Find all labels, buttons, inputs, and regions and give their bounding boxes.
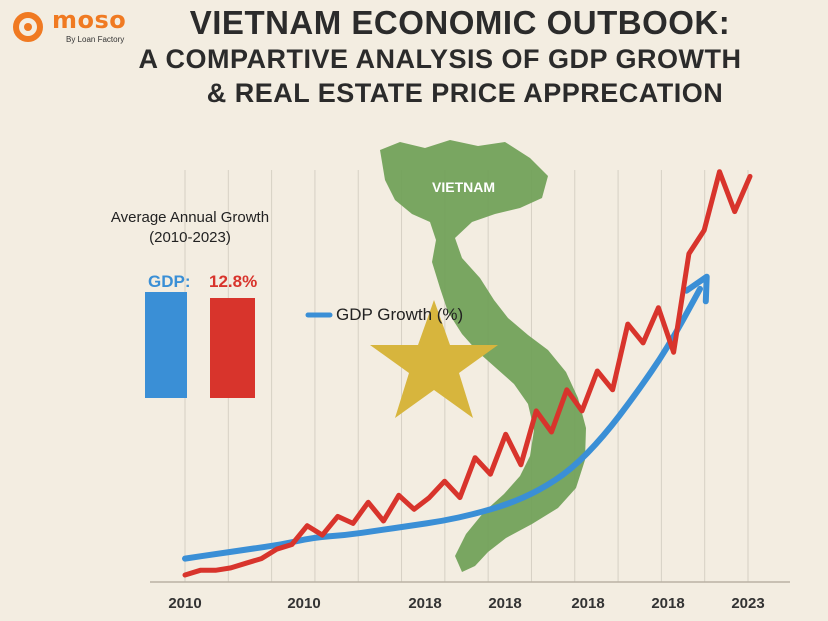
gdp-summary-label: GDP: <box>148 272 191 291</box>
summary-heading-line-2: (2010-2023) <box>149 229 231 246</box>
star-icon <box>370 300 498 418</box>
re-summary-value: 12.8% <box>209 272 257 291</box>
brand-name: moso <box>52 6 127 34</box>
x-tick-label: 2018 <box>651 595 684 612</box>
x-axis-ticks: 2010 2010 2018 2018 2018 2018 2023 <box>168 595 764 612</box>
brand-tagline: By Loan Factory <box>66 35 125 44</box>
summary-heading: Average Annual Growth (2010-2023) <box>100 208 280 248</box>
page-title: VIETNAM ECONOMIC OUTBOOK: A COMPARTIVE A… <box>138 4 750 110</box>
x-tick-label: 2018 <box>571 595 604 612</box>
moso-logo-icon <box>13 12 43 42</box>
title-line-1: VIETNAM ECONOMIC OUTBOOK: <box>189 4 731 41</box>
x-tick-label: 2018 <box>488 595 521 612</box>
x-tick-label: 2018 <box>408 595 441 612</box>
title-line-3: & REAL ESTATE PRICE APPRECATION <box>206 78 724 108</box>
gdp-arrow-icon <box>683 273 710 305</box>
vietnam-map-shape <box>380 140 586 572</box>
vietnam-map: VIETNAM <box>370 140 586 572</box>
title-line-2: A COMPARTIVE ANALYSIS OF GDP GROWTH <box>138 44 742 74</box>
summary-bars: GDP: 12.8% <box>145 272 257 398</box>
gdp-summary-bar <box>145 292 187 398</box>
x-tick-label: 2010 <box>168 595 201 612</box>
legend-label-gdp: GDP Growth (%) <box>336 305 463 324</box>
legend: GDP Growth (%) <box>305 305 463 324</box>
series-lines <box>182 169 753 578</box>
x-tick-label: 2023 <box>731 595 764 612</box>
re-summary-bar <box>210 298 255 398</box>
x-tick-label: 2010 <box>287 595 320 612</box>
summary-heading-line-1: Average Annual Growth <box>110 209 270 226</box>
gdp-growth-line <box>182 285 703 562</box>
vietnam-map-label: VIETNAM <box>432 179 495 195</box>
brand-logo: moso By Loan Factory <box>10 6 160 46</box>
real-estate-price-line <box>182 169 753 578</box>
grid-lines <box>150 170 790 583</box>
